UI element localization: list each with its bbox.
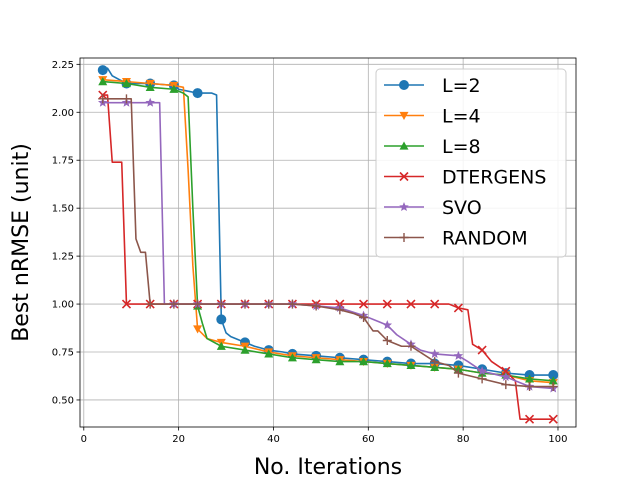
legend-label: L=8	[442, 136, 481, 158]
data-point	[430, 362, 440, 371]
data-point	[406, 341, 416, 351]
x-tick-label: 100	[548, 434, 567, 445]
data-point	[406, 299, 416, 309]
data-point	[477, 345, 487, 355]
data-point	[121, 94, 131, 104]
data-point	[264, 299, 274, 309]
data-point	[524, 414, 535, 424]
x-tick-label: 20	[172, 434, 185, 445]
y-tick-label: 1.50	[52, 204, 74, 215]
data-point	[264, 349, 274, 358]
x-tick-label: 40	[267, 434, 280, 445]
legend-marker	[399, 111, 409, 120]
legend-label: SVO	[442, 197, 482, 219]
x-axis-label: No. Iterations	[254, 455, 402, 480]
data-point	[358, 299, 369, 309]
data-point	[216, 341, 226, 350]
y-tick-label: 1.75	[52, 156, 74, 167]
data-point	[382, 359, 392, 368]
data-point	[98, 94, 108, 104]
data-point	[121, 299, 132, 309]
legend: L=2 L=4 L=8 DTERGENS SVO RANDOM	[375, 68, 567, 258]
data-point	[145, 97, 155, 107]
data-point	[501, 371, 511, 381]
data-point	[382, 320, 393, 330]
data-point	[192, 88, 203, 99]
data-point	[548, 414, 558, 424]
x-tick-label: 60	[362, 434, 375, 445]
data-point	[335, 305, 345, 315]
legend-marker	[399, 202, 409, 212]
legend-entry: L=4	[384, 106, 481, 128]
legend-label: RANDOM	[442, 228, 528, 250]
data-point	[525, 374, 535, 383]
data-point	[98, 77, 108, 86]
data-point	[145, 82, 155, 91]
series-line	[102, 98, 554, 388]
y-tick-label: 2.25	[52, 60, 74, 71]
data-point	[216, 314, 227, 325]
y-axis-label: Best nRMSE (unit)	[9, 143, 34, 342]
data-point	[169, 299, 179, 309]
data-point	[359, 312, 369, 322]
legend-entry: DTERGENS	[384, 167, 546, 189]
legend-label: DTERGENS	[442, 167, 546, 189]
legend-entry: L=8	[384, 136, 481, 158]
legend-marker	[399, 233, 409, 242]
data-point	[193, 299, 203, 309]
data-point	[121, 79, 131, 88]
data-point	[311, 301, 321, 311]
legend-label: L=4	[442, 106, 481, 128]
data-point	[97, 65, 108, 76]
x-tick-label: 0	[81, 434, 87, 445]
legend-label: L=2	[442, 75, 481, 97]
data-point	[477, 366, 487, 376]
legend-marker	[399, 141, 409, 150]
data-point	[216, 299, 226, 309]
data-point	[335, 357, 345, 366]
data-point	[453, 368, 463, 378]
data-point	[548, 382, 558, 392]
y-tick-label: 2.00	[52, 108, 74, 119]
legend-marker	[399, 80, 409, 90]
data-point	[453, 350, 464, 360]
data-point	[287, 299, 297, 309]
y-tick-label: 0.50	[52, 395, 74, 406]
plot-frame	[79, 57, 577, 428]
legend-entries: L=2 L=4 L=8 DTERGENS SVO RANDOM	[384, 75, 546, 250]
x-tick-label: 80	[457, 434, 470, 445]
series-random	[98, 94, 558, 392]
y-tick-label: 0.75	[52, 348, 74, 359]
data-point	[240, 299, 250, 309]
y-tick-label: 1.00	[52, 300, 74, 311]
data-point	[145, 299, 155, 309]
data-point	[525, 382, 535, 392]
series-layer	[97, 65, 559, 424]
data-point	[477, 374, 487, 384]
data-point	[429, 348, 440, 358]
data-point	[430, 357, 440, 367]
legend-entry: SVO	[384, 197, 482, 219]
data-point	[501, 366, 511, 376]
data-point	[382, 336, 392, 346]
data-point	[453, 303, 463, 313]
y-tick-label: 1.25	[52, 252, 74, 263]
data-point	[193, 325, 203, 334]
data-point	[548, 376, 558, 385]
data-point	[169, 84, 179, 93]
data-point	[430, 299, 440, 309]
legend-entry: RANDOM	[384, 228, 528, 250]
data-point	[240, 345, 250, 354]
legend-marker	[399, 171, 409, 182]
data-point	[406, 360, 416, 370]
legend-entry: L=2	[384, 75, 481, 97]
axis-ticks: 0 20 40 60 80 100 0.50 0.75 1.00 1.25 1.50 1.75 2.00…	[52, 60, 568, 445]
data-point	[359, 357, 369, 366]
data-point	[311, 355, 321, 364]
data-point	[382, 299, 392, 309]
data-point	[501, 380, 511, 390]
data-point	[287, 353, 297, 362]
